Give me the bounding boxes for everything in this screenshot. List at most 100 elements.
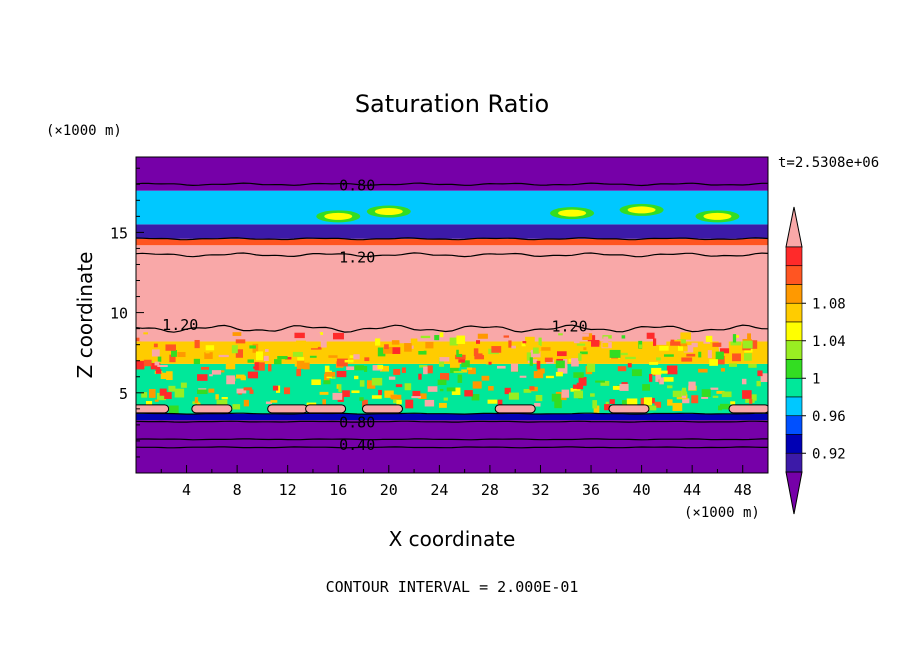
y-axis: 5 10 15 [110, 167, 144, 458]
mixing-texture-cell [294, 332, 305, 339]
mixing-texture-cell [667, 356, 676, 361]
mixing-texture-cell [477, 333, 488, 339]
mixing-texture-cell [168, 405, 179, 414]
contour-line-0-60 [136, 438, 768, 441]
mixing-texture-cell [204, 352, 213, 359]
mixing-texture-cell [659, 377, 664, 385]
mixing-texture-cell [439, 388, 444, 392]
mixing-texture-cell [378, 389, 382, 396]
colorbar-swatch [785, 302, 803, 323]
mixing-texture-cell [215, 394, 219, 400]
mixing-texture-cell [319, 391, 329, 395]
mixing-texture-cell [375, 338, 381, 346]
mixing-texture-cell [309, 355, 317, 358]
mixing-texture-cell [371, 395, 382, 399]
mixing-texture-cell [272, 385, 279, 391]
mixing-texture-cell [653, 338, 657, 346]
mixing-texture-cell [392, 347, 401, 354]
mixing-texture-cell [609, 349, 621, 358]
mixing-texture-cell [296, 368, 302, 377]
mixing-texture-cell [438, 357, 445, 367]
mixing-texture-cell [253, 366, 257, 369]
mixing-texture-cell [247, 359, 254, 363]
mixing-texture-cell [555, 371, 563, 377]
mixing-texture-cell [655, 374, 661, 382]
mixing-texture-cell [155, 369, 162, 374]
mixing-texture-cell [359, 380, 365, 387]
mixing-texture-cell [682, 398, 690, 404]
mixing-texture-cell [672, 390, 682, 398]
mixing-texture-cell [473, 348, 479, 357]
mixing-texture-cell [730, 341, 742, 346]
mixing-texture-cell [319, 332, 323, 335]
mixing-texture-cell [749, 394, 757, 401]
field-band-upper-moist [136, 190, 768, 225]
mixing-texture-cell [464, 390, 473, 397]
mixing-texture-cell [383, 346, 393, 354]
mixing-texture-cell [529, 357, 533, 366]
x-unit-label: (×1000 m) [684, 505, 760, 521]
mixing-texture-cell [522, 341, 527, 344]
mixing-texture-cell [449, 359, 460, 368]
mixing-texture-cell [324, 374, 330, 383]
colorbar-swatch [785, 434, 803, 454]
mixing-texture-cell [521, 341, 526, 347]
mixing-texture-cell [180, 382, 187, 388]
mixing-texture-cell [682, 387, 687, 396]
contour-line-0-40 [136, 446, 768, 449]
mixing-texture-cell [166, 371, 173, 381]
contour-line-1-20-upper [136, 252, 768, 258]
field-band-inversion [136, 413, 768, 421]
contour-lines [136, 182, 768, 449]
mixing-texture-cell [526, 352, 532, 361]
mixing-texture-cell [418, 350, 427, 355]
mixing-texture-cell [707, 350, 712, 359]
mixing-texture-cell [720, 348, 730, 354]
mixing-texture-cell [254, 362, 260, 371]
colorbar-swatch [785, 377, 803, 398]
mixing-texture-cell [742, 340, 753, 349]
mixing-texture-cell [328, 355, 338, 358]
mixing-texture-cell [384, 390, 394, 398]
mixing-texture-cell [497, 399, 503, 405]
mixing-texture-cell [424, 399, 435, 407]
mixing-texture-cell [712, 342, 722, 347]
contour-line-inversion [136, 412, 768, 415]
mixing-texture-cell [583, 347, 587, 351]
mixing-texture-cell [450, 365, 459, 374]
mixing-texture-cell [344, 359, 354, 363]
mixing-texture-cell [446, 387, 456, 392]
mixing-texture-cell [721, 391, 732, 398]
mixing-texture-cell [270, 400, 278, 403]
mixing-texture-cell [243, 399, 249, 407]
mixing-texture-cell [323, 380, 331, 385]
mixing-texture-cell [410, 338, 418, 346]
time-label: t=2.5308e+06 [778, 155, 879, 171]
mixing-texture-cell [715, 355, 725, 365]
mixing-texture-cell [525, 336, 535, 345]
mixing-texture-cell [677, 345, 684, 351]
x-axis-label: X coordinate [389, 527, 516, 551]
mixing-texture-cell [741, 378, 747, 385]
mixing-texture-cell [393, 368, 401, 375]
mixing-texture-cell [626, 398, 638, 405]
mixing-texture-cell [322, 399, 327, 406]
mixing-texture-cell [468, 367, 476, 375]
mixing-texture-cell [174, 388, 185, 398]
mixing-texture-cell [366, 380, 376, 389]
cloud-base-cell [267, 404, 309, 414]
mixing-texture-cell [538, 337, 542, 346]
mixing-texture-cell [578, 376, 587, 386]
mixing-texture-cell [508, 392, 519, 400]
mixing-texture-cell [627, 363, 632, 368]
mixing-texture-cell [667, 399, 673, 406]
mixing-texture-cell [679, 343, 688, 347]
mixing-texture-cell [150, 363, 161, 370]
mixing-texture-cell [194, 339, 200, 349]
mixing-texture-cell [236, 388, 247, 394]
mixing-texture-cell [353, 354, 360, 360]
mixing-texture-cell [156, 392, 167, 401]
mixing-texture-cell [346, 366, 355, 371]
mixing-texture-cell [148, 388, 156, 398]
colorbar-label-4: 1.04 [812, 334, 846, 350]
